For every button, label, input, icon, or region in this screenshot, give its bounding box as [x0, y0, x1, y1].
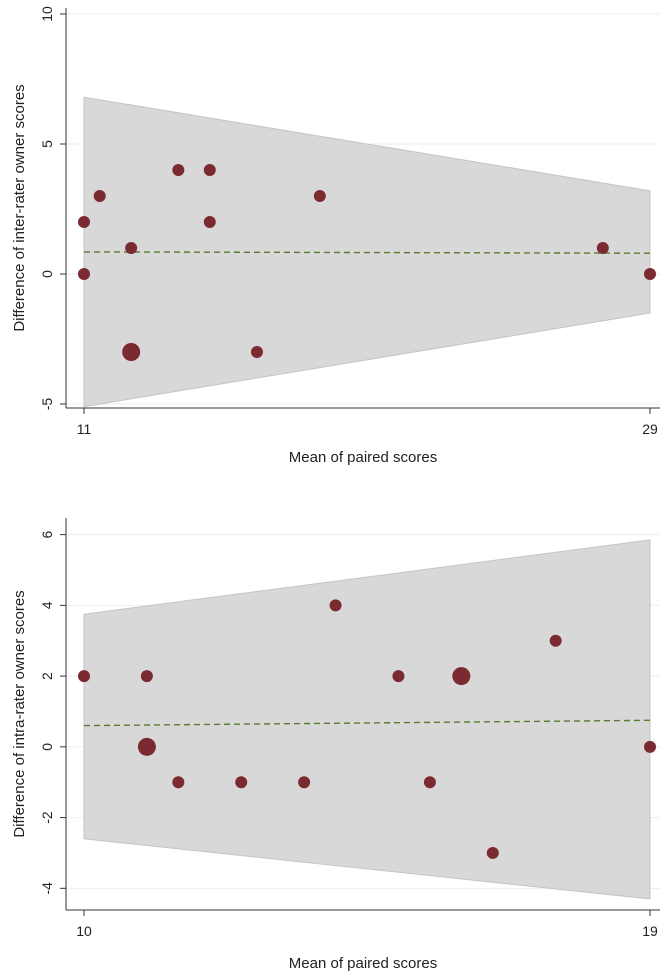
- data-point: [452, 667, 471, 686]
- y-axis-label: Difference of inter-rater owner scores: [11, 84, 28, 331]
- data-point: [313, 190, 326, 202]
- y-tick-label: 4: [39, 601, 55, 609]
- y-tick-label: -2: [39, 811, 55, 824]
- data-point: [644, 268, 656, 280]
- data-point: [78, 216, 90, 228]
- data-point: [486, 846, 499, 859]
- data-point: [423, 776, 436, 789]
- data-point: [172, 776, 185, 789]
- y-tick-label: 0: [39, 270, 55, 278]
- data-point: [137, 737, 156, 756]
- y-tick-label: 6: [39, 531, 55, 539]
- data-point: [93, 190, 106, 202]
- data-point: [203, 164, 216, 176]
- x-axis-label: Mean of paired scores: [289, 955, 437, 972]
- data-point: [644, 740, 656, 753]
- x-tick-label: 10: [76, 923, 92, 939]
- data-point: [125, 242, 138, 254]
- x-tick-label: 29: [642, 421, 658, 437]
- x-axis-label: Mean of paired scores: [289, 449, 437, 466]
- data-point: [122, 343, 141, 361]
- panel-2: -4 -2 0 2 4 6 10 19 Mean of paired scores Differe…: [11, 518, 660, 972]
- y-tick-label: 10: [39, 6, 55, 22]
- data-point: [392, 670, 405, 683]
- data-point: [78, 268, 90, 280]
- data-point: [172, 164, 185, 176]
- data-point: [549, 634, 562, 647]
- panel-1: -5 0 5 10 11 29 Mean of paired scores Differenc…: [11, 6, 660, 466]
- data-point: [203, 216, 216, 228]
- y-tick-label: 0: [39, 743, 55, 751]
- y-tick-label: -5: [39, 398, 55, 411]
- data-point: [235, 776, 248, 789]
- x-tick-label: 19: [642, 923, 658, 939]
- mean-difference-line: [83, 719, 651, 727]
- limits-of-agreement-band: [83, 539, 651, 900]
- data-point: [298, 776, 311, 789]
- y-tick-label: 5: [39, 140, 55, 148]
- y-tick-label: 2: [39, 672, 55, 680]
- y-axis-label: Difference of intra-rater owner scores: [11, 590, 28, 837]
- mean-difference-line: [83, 251, 651, 254]
- x-tick-label: 11: [77, 421, 92, 437]
- data-point: [596, 242, 609, 254]
- data-point: [250, 346, 263, 358]
- data-point: [329, 599, 342, 612]
- data-point: [78, 670, 90, 683]
- y-tick-label: -4: [39, 882, 55, 895]
- data-point: [140, 670, 153, 683]
